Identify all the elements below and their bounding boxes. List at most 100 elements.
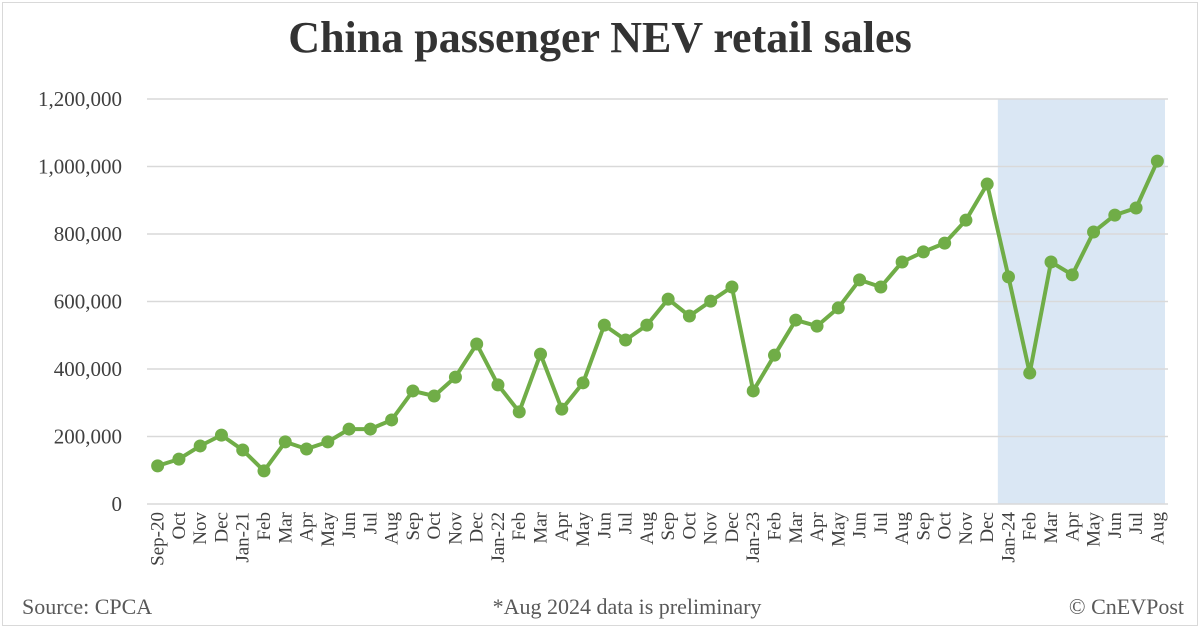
y-tick-label: 800,000 [54,222,122,246]
data-point [236,443,250,457]
x-tick-label: Aug [1147,512,1168,545]
data-point [1129,201,1143,215]
data-point-markers [151,154,1164,478]
data-point [746,384,760,398]
data-point [1023,366,1037,380]
data-point [1108,208,1122,222]
x-tick-label: Dec [722,512,743,543]
data-point [810,319,824,333]
x-tick-label: Mar [275,511,296,543]
x-tick-label: Nov [701,512,722,545]
data-point [427,389,441,403]
data-point [363,422,377,436]
x-tick-label: Nov [956,512,977,545]
data-point [576,376,590,390]
y-tick-label: 400,000 [54,357,122,381]
data-point [385,413,399,427]
data-point [938,236,952,250]
x-tick-label: Jul [1126,512,1147,534]
x-tick-label: Aug [892,512,913,545]
x-tick-label: May [573,512,594,547]
data-point [1150,154,1164,168]
y-tick-label: 200,000 [54,425,122,449]
x-tick-label: Apr [297,511,318,541]
x-tick-label: Mar [786,511,807,543]
data-point [193,439,207,453]
x-tick-label: Feb [764,512,785,541]
x-tick-label: Jan-22 [488,512,509,563]
x-tick-label: Sep [913,512,934,541]
x-tick-label: Nov [445,512,466,545]
gridlines [147,98,1168,505]
x-tick-label: Apr [807,511,828,541]
data-point [470,337,484,351]
x-tick-label: Jul [616,512,637,534]
x-tick-label: Feb [254,512,275,541]
data-point [831,301,845,315]
preliminary-note: *Aug 2024 data is preliminary [492,594,762,619]
x-tick-label: May [318,512,339,547]
x-tick-label: Nov [190,512,211,545]
data-point [959,213,973,227]
credit-label: © CnEVPost [1068,594,1184,619]
data-point [1001,270,1015,284]
x-tick-label: Jun [594,512,615,539]
x-tick-label: Jun [1105,512,1126,539]
x-tick-label: Aug [637,512,658,545]
data-point [342,422,356,436]
x-tick-label: Feb [509,512,530,541]
y-tick-label: 0 [112,492,123,516]
x-tick-label: Jun [339,512,360,539]
y-axis-labels: 0 200,000 400,000 600,000 800,000 1,000,000 1,… [38,87,122,516]
data-point [214,428,228,442]
data-point [916,245,930,259]
y-tick-label: 600,000 [54,290,122,314]
y-tick-label: 1,200,000 [38,87,122,111]
x-tick-label: Dec [977,512,998,543]
x-tick-label: Feb [1020,512,1041,541]
data-point [448,370,462,384]
x-axis-labels: Sep-20 Oct Nov Dec Jan-21 Feb Mar Apr May Jun Jul A… [148,511,1169,566]
x-tick-label: Jul [871,512,892,534]
data-point [512,405,526,419]
data-point [1087,225,1101,239]
x-tick-label: Sep [658,512,679,541]
source-label: Source: CPCA [22,594,153,619]
x-tick-label: Jun [850,512,871,539]
data-point [534,347,548,361]
data-point [257,464,271,478]
x-tick-label: Oct [169,511,190,539]
data-point [895,255,909,269]
data-point [640,318,654,332]
x-tick-label: May [828,512,849,547]
x-tick-label: Oct [679,511,700,539]
data-point [980,177,994,191]
x-tick-label: Jan-21 [233,512,254,563]
x-tick-label: Dec [211,512,232,543]
data-point [491,378,505,392]
x-tick-label: Mar [1041,511,1062,543]
data-point [682,309,696,323]
data-point [767,348,781,362]
data-point [619,333,633,347]
data-point [1044,255,1058,269]
chart-title: China passenger NEV retail sales [288,13,912,62]
x-tick-label: Dec [467,512,488,543]
x-tick-label: Jan-23 [743,512,764,563]
x-tick-label: Oct [424,511,445,539]
x-tick-label: Apr [552,511,573,541]
data-point [321,435,335,449]
data-point [725,280,739,294]
data-point [789,313,803,327]
x-tick-label: Oct [935,511,956,539]
x-tick-label: Jul [360,512,381,534]
data-point [853,273,867,287]
x-tick-label: Aug [382,512,403,545]
y-tick-label: 1,000,000 [38,155,122,179]
data-point [874,280,888,294]
x-tick-label: Sep [403,512,424,541]
x-tick-label: Sep-20 [148,512,169,566]
data-point [406,384,420,398]
